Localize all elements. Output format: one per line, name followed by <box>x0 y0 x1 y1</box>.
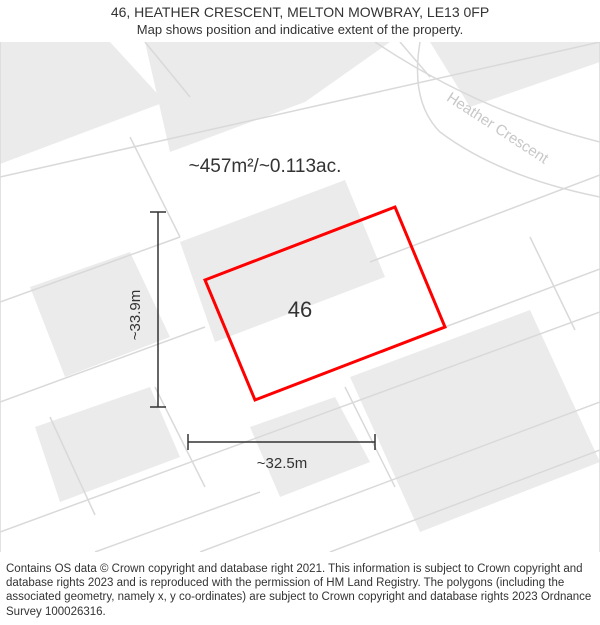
map-svg: Heather Crescent 46 ~457m²/~0.113ac. ~33… <box>0 42 600 552</box>
copyright-footer: Contains OS data © Crown copyright and d… <box>6 562 594 620</box>
page-title: 46, HEATHER CRESCENT, MELTON MOWBRAY, LE… <box>0 4 600 20</box>
plot-number-label: 46 <box>288 297 312 322</box>
page-header: 46, HEATHER CRESCENT, MELTON MOWBRAY, LE… <box>0 4 600 37</box>
dim-v-label: ~33.9m <box>127 290 144 340</box>
area-label: ~457m²/~0.113ac. <box>189 156 342 177</box>
map-canvas: Heather Crescent 46 ~457m²/~0.113ac. ~33… <box>0 42 600 552</box>
dim-h-label: ~32.5m <box>257 455 307 472</box>
page-subtitle: Map shows position and indicative extent… <box>0 22 600 37</box>
property-map-page: 46, HEATHER CRESCENT, MELTON MOWBRAY, LE… <box>0 0 600 625</box>
